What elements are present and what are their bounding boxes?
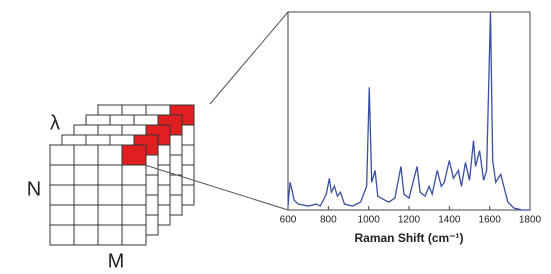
cell	[98, 225, 122, 245]
cell	[50, 165, 74, 185]
cell	[98, 205, 122, 225]
cell	[122, 185, 146, 205]
cell	[50, 185, 74, 205]
cell	[98, 185, 122, 205]
cell	[74, 185, 98, 205]
pixel-spectrum-cell	[122, 145, 146, 165]
x-tick-label: 1200	[398, 215, 421, 226]
plot-frame	[288, 12, 530, 210]
cell	[74, 205, 98, 225]
cell	[98, 145, 122, 165]
lambda-label: λ	[50, 112, 60, 134]
data-cube	[50, 105, 194, 245]
cell	[50, 205, 74, 225]
x-tick-label: 1800	[519, 215, 542, 226]
cell	[50, 225, 74, 245]
cell	[98, 165, 122, 185]
cell	[122, 225, 146, 245]
cell	[122, 205, 146, 225]
x-axis-label: Raman Shift (cm⁻¹)	[354, 231, 463, 245]
m-label: M	[108, 250, 125, 272]
x-tick-label: 800	[320, 215, 337, 226]
cell	[74, 225, 98, 245]
page: {"labels": {"lambda": "λ", "n": "N", "m"…	[0, 0, 551, 274]
cell	[74, 145, 98, 165]
figure: λ N M Raman Shift (cm⁻¹) 600 800 1000 1200 1…	[0, 0, 551, 274]
connector	[210, 12, 288, 104]
x-tick-label: 1600	[479, 215, 502, 226]
x-tick-label: 1400	[438, 215, 461, 226]
x-tick-label: 600	[280, 215, 297, 226]
cell	[50, 145, 74, 165]
n-label: N	[27, 178, 41, 200]
x-tick-label: 1000	[358, 215, 381, 226]
cell	[74, 165, 98, 185]
cell	[122, 165, 146, 185]
